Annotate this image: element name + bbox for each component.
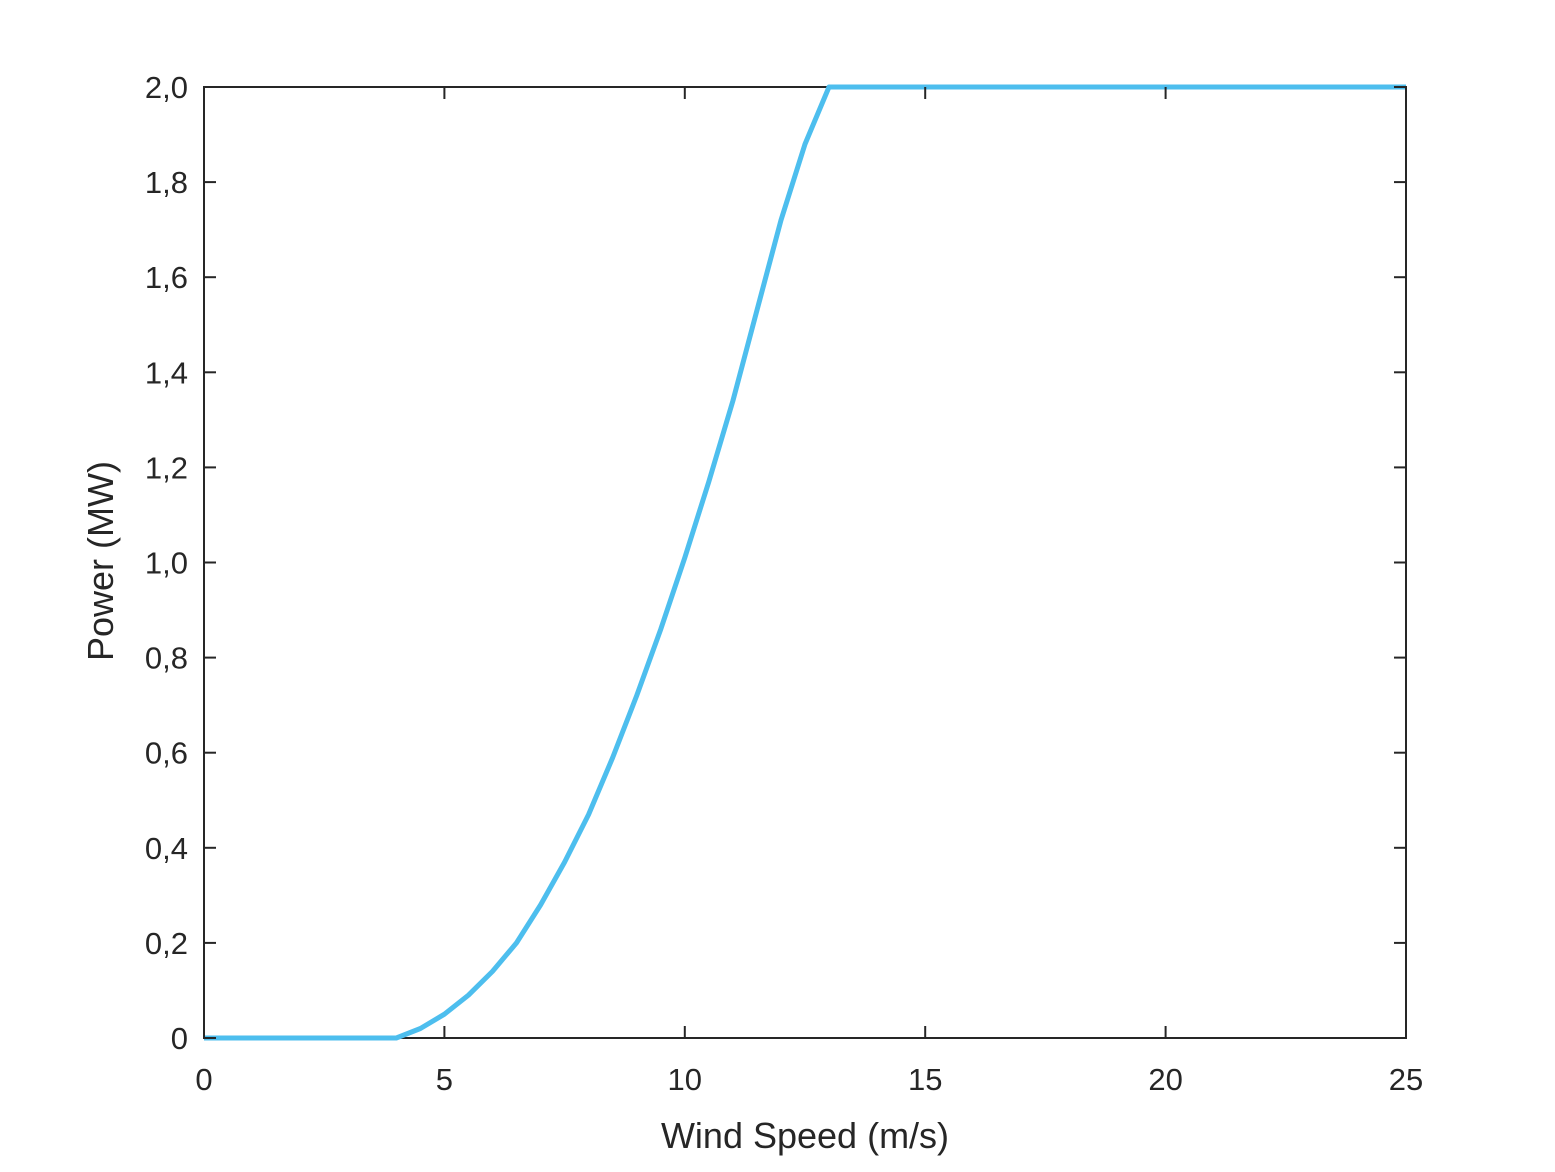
plot-area-box — [203, 86, 1407, 1039]
y-tick-label: 2,0 — [145, 70, 188, 105]
y-tick-label: 0,6 — [145, 736, 188, 771]
y-tick-label: 1,2 — [145, 450, 188, 485]
x-axis-label: Wind Speed (m/s) — [661, 1115, 949, 1156]
x-tick-label: 20 — [1148, 1062, 1182, 1097]
x-tick-label: 25 — [1389, 1062, 1423, 1097]
series-line-0 — [204, 84, 1406, 1041]
y-tick-label: 0,4 — [145, 831, 188, 866]
y-tick-label: 1,6 — [145, 260, 188, 295]
y-tick-label: 0,8 — [145, 641, 188, 676]
y-axis-label: Power (MW) — [80, 461, 121, 661]
marks-layer: 0 5 10 15 20 25 0 0,2 0,4 0,6 0,8 1,0 1,2 1,4 1,6 1,8 2,… — [145, 70, 1423, 1097]
y-tick-label: 1,4 — [145, 355, 188, 390]
x-tick-label: 10 — [668, 1062, 702, 1097]
y-tick-label: 0,2 — [145, 926, 188, 961]
y-tick-label: 1,8 — [145, 165, 188, 200]
x-tick-label: 5 — [436, 1062, 453, 1097]
x-tick-label: 15 — [908, 1062, 942, 1097]
y-tick-label: 1,0 — [145, 546, 188, 581]
x-tick-label: 0 — [195, 1062, 212, 1097]
y-tick-label: 0 — [171, 1021, 188, 1056]
